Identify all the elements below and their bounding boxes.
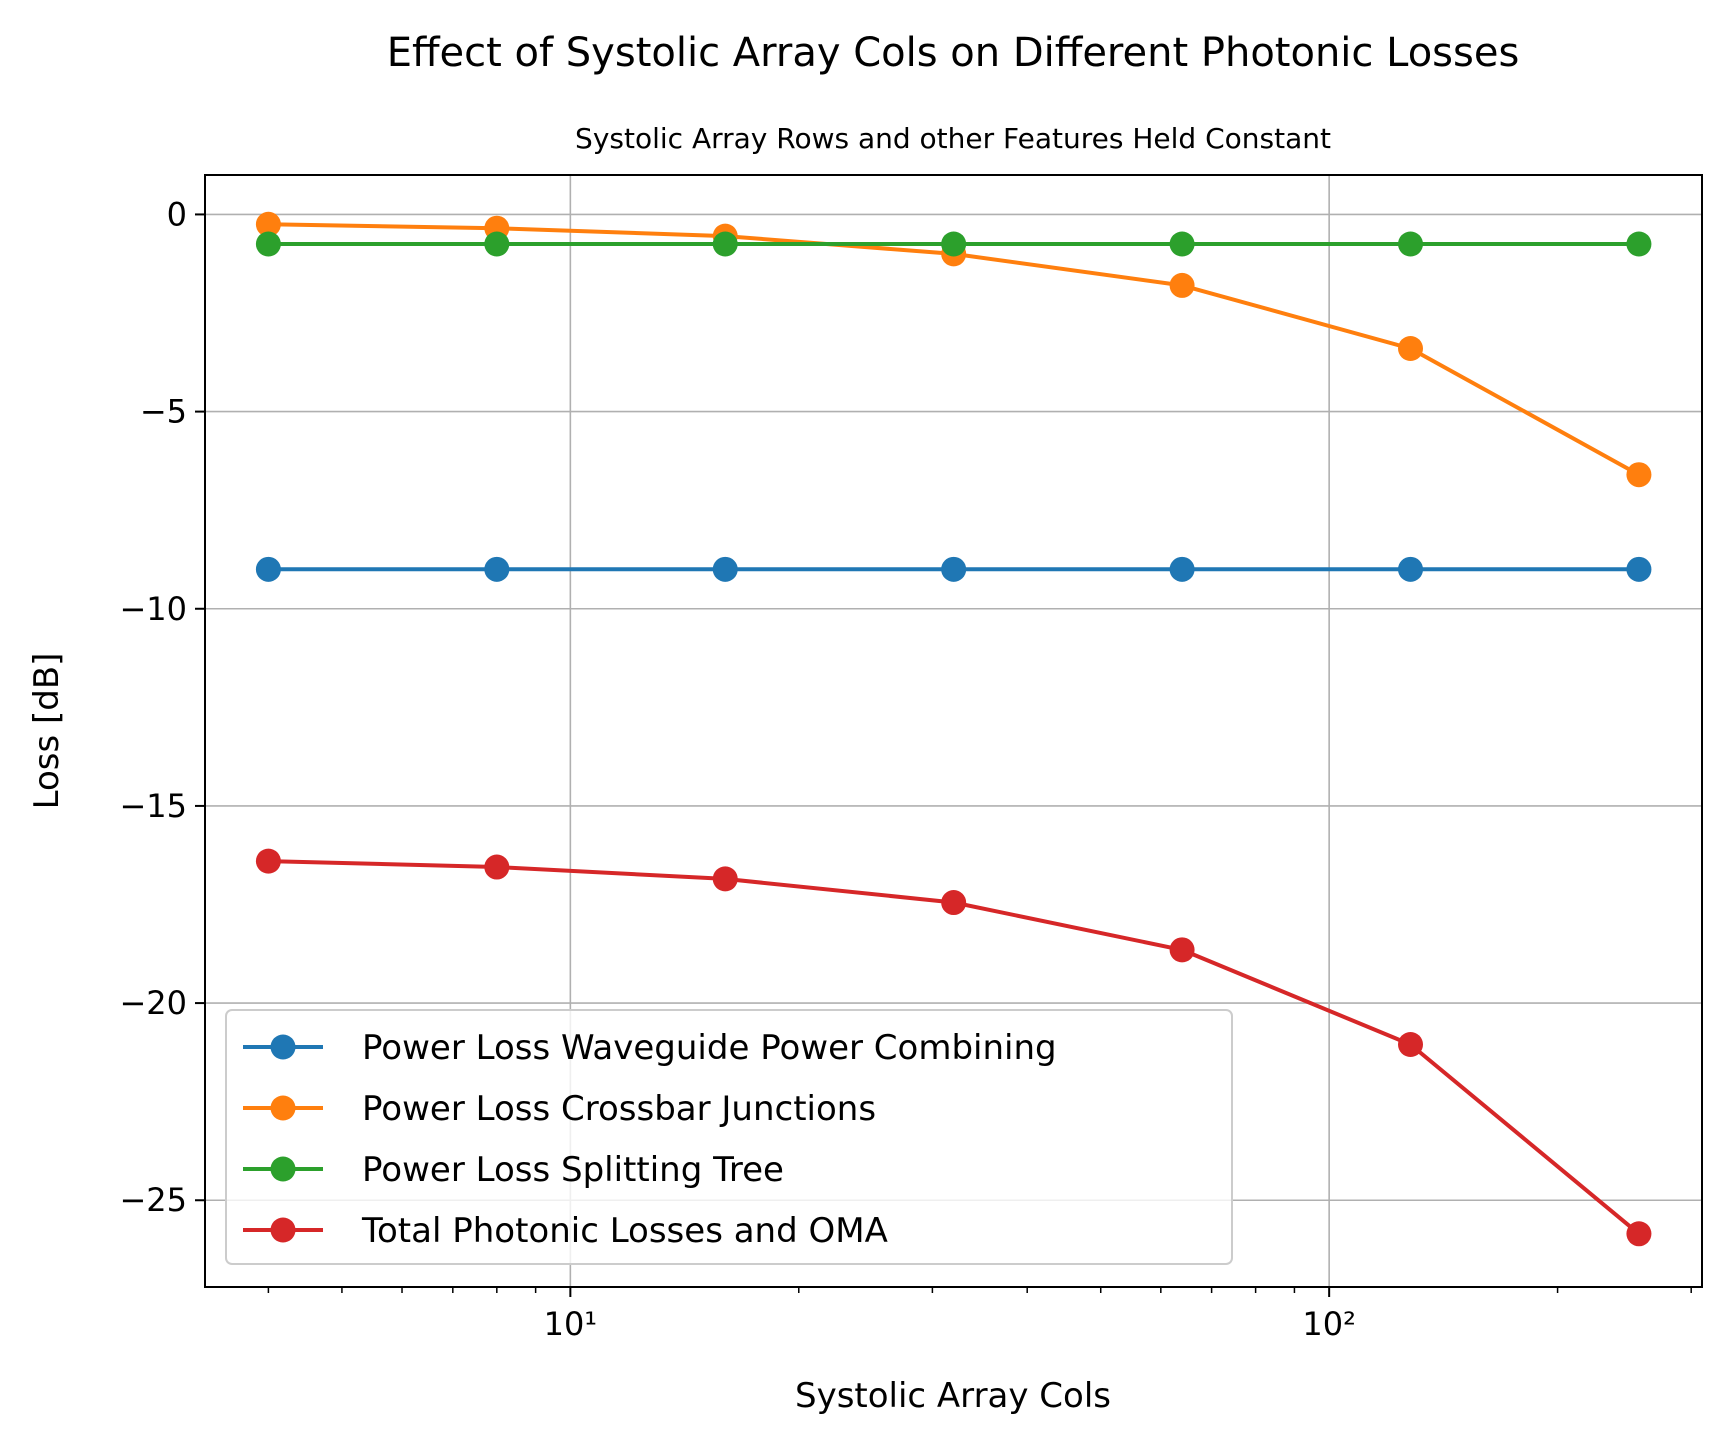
data-point [1398,336,1424,362]
data-point [1169,556,1195,582]
data-point [1626,556,1652,582]
chart-title: Effect of Systolic Array Cols on Differe… [387,30,1520,76]
data-point [1626,1221,1652,1247]
legend: Power Loss Waveguide Power Combining Powe… [225,1009,1233,1265]
legend-marker [270,1217,296,1243]
chart-subtitle: Systolic Array Rows and other Features H… [575,122,1331,155]
data-point [1626,462,1652,488]
legend-marker [270,1095,296,1121]
y-tick-label: −5 [140,393,187,431]
data-point [255,848,281,874]
y-tick-label: −20 [119,984,187,1022]
data-point [484,231,510,257]
x-tick-label: 10² [1302,1305,1356,1343]
data-point [1398,556,1424,582]
legend-marker [270,1156,296,1182]
legend-box [225,1009,1233,1265]
data-point [712,231,738,257]
x-tick-label: 10¹ [544,1305,598,1343]
y-tick-label: −10 [119,590,187,628]
data-point [1169,272,1195,298]
data-point [1626,231,1652,257]
data-point [1398,231,1424,257]
data-point [484,556,510,582]
legend-label: Total Photonic Losses and OMA [361,1211,888,1251]
data-point [255,211,281,237]
data-point [1169,937,1195,963]
x-axis-label: Systolic Array Cols [795,1376,1111,1416]
series-layer [255,211,1652,1247]
plot-frame [204,174,1703,1288]
data-point [255,556,281,582]
data-point [484,854,510,880]
y-tick-label: 0 [167,195,187,233]
data-point [1169,231,1195,257]
data-point [712,556,738,582]
data-point [255,231,281,257]
data-point [941,890,967,916]
data-point [941,231,967,257]
data-point [941,556,967,582]
axis-ticks: 0 −5 −10 −15 −20 −25 10¹ 10² [119,195,1692,1343]
data-point [1398,1031,1424,1057]
y-tick-label: −15 [119,787,187,825]
data-point [712,866,738,892]
legend-label: Power Loss Splitting Tree [362,1150,784,1190]
legend-marker [270,1034,296,1060]
legend-entries: Power Loss Waveguide Power Combining Powe… [243,1028,1057,1251]
y-axis-label: Loss [dB] [27,653,67,810]
legend-label: Power Loss Waveguide Power Combining [362,1028,1057,1068]
legend-label: Power Loss Crossbar Junctions [362,1089,876,1129]
y-tick-label: −25 [119,1181,187,1219]
